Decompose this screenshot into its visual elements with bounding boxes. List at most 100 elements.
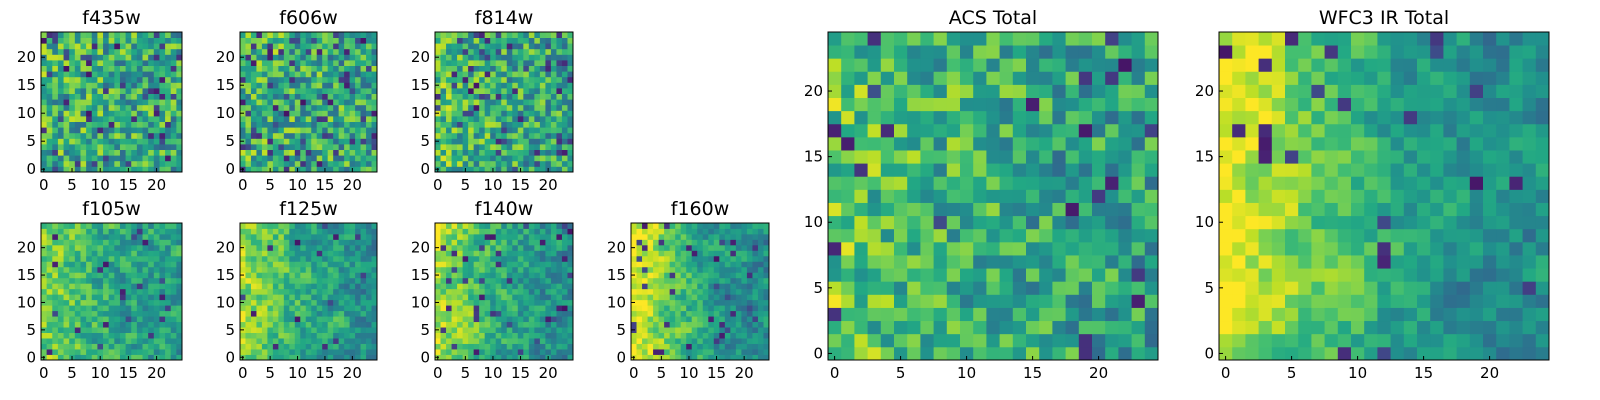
heatmap-cell xyxy=(170,299,177,306)
heatmap-cell xyxy=(327,138,334,145)
heatmap-cell xyxy=(752,332,759,339)
heatmap-cell xyxy=(114,266,121,273)
heatmap-cell xyxy=(355,261,361,268)
heatmap-cell xyxy=(457,277,463,284)
heatmap-cell xyxy=(148,305,155,312)
heatmap-cell xyxy=(479,332,486,339)
heatmap-cell xyxy=(355,132,361,139)
heatmap-cell xyxy=(495,272,502,279)
heatmap-cell xyxy=(1078,255,1093,269)
heatmap-cell xyxy=(63,127,70,134)
heatmap-cell xyxy=(153,149,160,156)
heatmap-cell xyxy=(686,294,693,301)
heatmap-cell xyxy=(97,60,104,66)
heatmap-cell xyxy=(567,299,574,306)
heatmap-cell xyxy=(561,76,568,83)
heatmap-cell xyxy=(658,283,665,290)
heatmap-cell xyxy=(933,241,948,256)
x-tick-label: 5 xyxy=(265,364,275,382)
heatmap-cell xyxy=(713,288,720,295)
heatmap-cell xyxy=(344,277,350,284)
heatmap-cell xyxy=(484,149,491,156)
heatmap-cell xyxy=(125,121,132,128)
heatmap-cell xyxy=(261,255,268,262)
heatmap-cell xyxy=(74,338,81,344)
heatmap-cell xyxy=(550,283,557,290)
heatmap-cell xyxy=(1012,241,1027,256)
heatmap-cell xyxy=(534,166,541,173)
heatmap-cell xyxy=(1052,333,1066,348)
heatmap-cell xyxy=(556,343,563,350)
heatmap-cell xyxy=(289,239,296,246)
heatmap-cell xyxy=(501,149,508,156)
heatmap-cell xyxy=(479,144,486,150)
heatmap-cell xyxy=(1078,307,1093,322)
heatmap-cell xyxy=(828,202,842,217)
heatmap-cell xyxy=(435,71,441,78)
heatmap-cell xyxy=(371,166,378,173)
heatmap-cell xyxy=(80,149,87,156)
heatmap-cell xyxy=(360,349,367,355)
heatmap-cell xyxy=(272,272,279,279)
heatmap-cell xyxy=(283,121,290,128)
heatmap-cell xyxy=(435,261,441,268)
heatmap-cell xyxy=(757,321,764,328)
heatmap-cell xyxy=(355,166,361,173)
heatmap-cell xyxy=(148,354,155,361)
heatmap-cell xyxy=(125,144,132,150)
heatmap-cell xyxy=(80,250,87,257)
heatmap-cell xyxy=(446,116,452,122)
heatmap-cell xyxy=(91,266,98,273)
heatmap-cell xyxy=(283,283,290,290)
heatmap-cell xyxy=(1131,150,1146,164)
heatmap-cell xyxy=(490,121,497,128)
heatmap-cell xyxy=(272,305,279,312)
heatmap-cell xyxy=(1092,346,1106,361)
heatmap-cell xyxy=(462,110,469,117)
heatmap-cell xyxy=(153,37,160,44)
heatmap-cell xyxy=(371,127,378,134)
heatmap-cell xyxy=(719,239,726,246)
heatmap-cell xyxy=(631,261,637,268)
heatmap-cell xyxy=(468,294,475,301)
heatmap-cell xyxy=(267,82,274,89)
heatmap-cell xyxy=(642,354,648,361)
heatmap-cell xyxy=(240,93,246,100)
heatmap-cell xyxy=(479,93,486,100)
heatmap-cell xyxy=(539,54,546,61)
heatmap-cell xyxy=(349,283,356,290)
heatmap-cell xyxy=(52,233,59,240)
heatmap-cell xyxy=(97,110,104,117)
heatmap-cell xyxy=(272,228,279,235)
heatmap-cell xyxy=(702,223,709,229)
heatmap-cell xyxy=(366,144,372,150)
heatmap-cell xyxy=(108,250,115,257)
heatmap-cell xyxy=(283,88,290,94)
heatmap-cell xyxy=(305,37,312,44)
heatmap-cell xyxy=(702,239,709,246)
heatmap-cell xyxy=(294,228,301,235)
heatmap-cell xyxy=(1065,268,1080,282)
heatmap-cell xyxy=(1026,346,1040,361)
heatmap-cell xyxy=(103,155,110,162)
heatmap-cell xyxy=(446,32,452,38)
heatmap-cell xyxy=(272,239,279,246)
heatmap-cell xyxy=(468,132,475,139)
heatmap-cell xyxy=(366,272,372,279)
heatmap-cell xyxy=(512,239,519,246)
heatmap-cell xyxy=(86,65,93,72)
heatmap-cell xyxy=(366,37,372,44)
heatmap-cell xyxy=(495,121,502,128)
heatmap-cell xyxy=(550,239,557,246)
heatmap-cell xyxy=(719,283,726,290)
heatmap-cell xyxy=(512,294,519,301)
heatmap-cell xyxy=(153,332,160,339)
heatmap-cell xyxy=(333,277,340,284)
heatmap-cell xyxy=(333,82,340,89)
heatmap-cell xyxy=(523,104,530,111)
heatmap-cell xyxy=(841,189,855,203)
heatmap-cell xyxy=(517,349,524,355)
heatmap-cell xyxy=(366,223,372,229)
heatmap-cell xyxy=(366,310,372,317)
